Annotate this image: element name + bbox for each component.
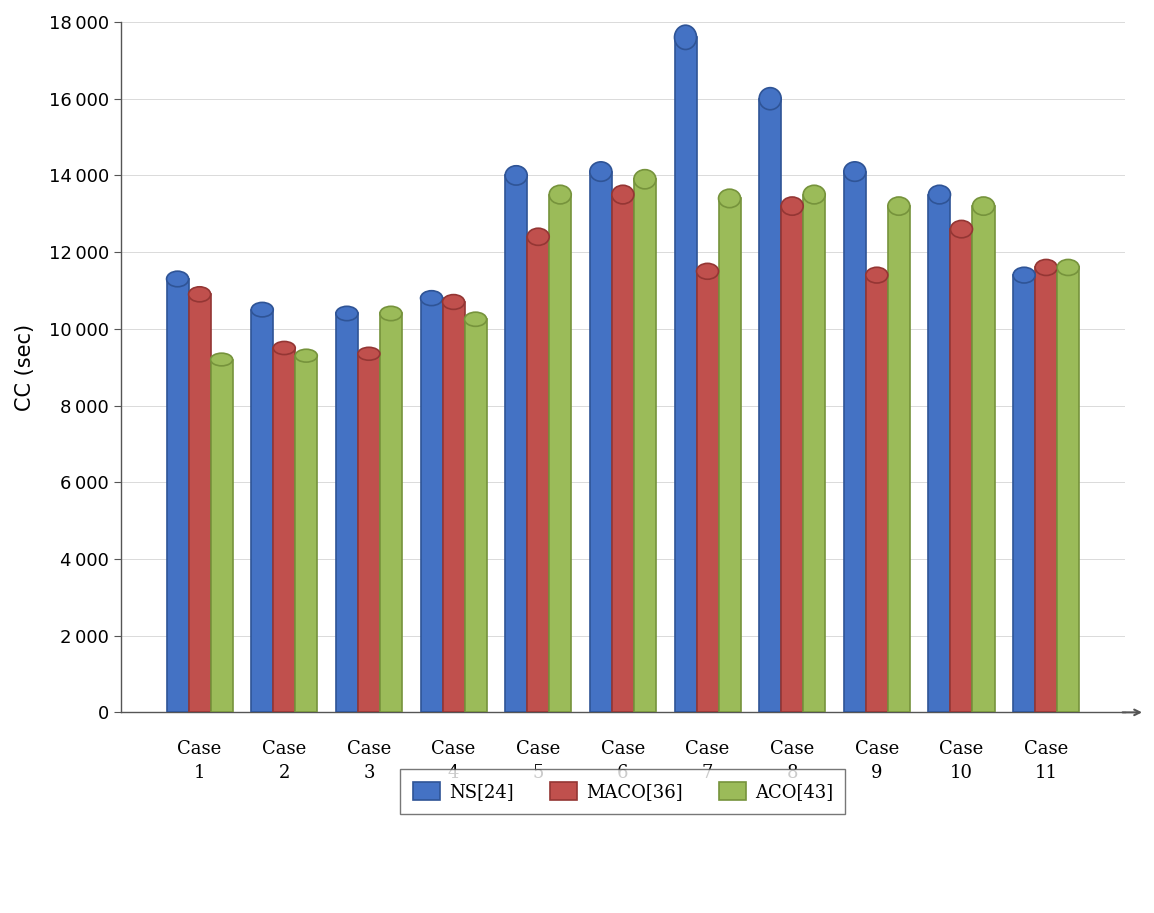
Bar xyxy=(634,179,655,712)
Ellipse shape xyxy=(1013,268,1035,283)
Text: 9: 9 xyxy=(871,764,883,782)
Bar xyxy=(759,99,781,712)
Ellipse shape xyxy=(166,271,188,287)
Bar xyxy=(295,356,317,712)
Ellipse shape xyxy=(1035,259,1057,276)
Text: Case: Case xyxy=(262,740,306,758)
Y-axis label: CC (sec): CC (sec) xyxy=(15,323,35,411)
Bar xyxy=(803,194,825,712)
Text: 8: 8 xyxy=(786,764,797,782)
Ellipse shape xyxy=(674,26,697,49)
Ellipse shape xyxy=(634,170,655,189)
Text: 11: 11 xyxy=(1035,764,1058,782)
Ellipse shape xyxy=(252,302,273,317)
Ellipse shape xyxy=(612,185,634,204)
Bar xyxy=(674,37,697,712)
Bar xyxy=(549,194,571,712)
Ellipse shape xyxy=(273,341,295,354)
Legend: NS[24], MACO[36], ACO[43]: NS[24], MACO[36], ACO[43] xyxy=(400,769,846,813)
Bar xyxy=(380,313,402,712)
Ellipse shape xyxy=(188,287,210,302)
Bar xyxy=(866,275,887,712)
Text: Case: Case xyxy=(178,740,222,758)
Ellipse shape xyxy=(697,263,719,279)
Ellipse shape xyxy=(442,295,465,310)
Text: 1: 1 xyxy=(194,764,205,782)
Ellipse shape xyxy=(973,197,995,215)
Text: Case: Case xyxy=(516,740,561,758)
Text: Case: Case xyxy=(939,740,983,758)
Bar xyxy=(465,320,487,712)
Bar xyxy=(719,198,741,712)
Ellipse shape xyxy=(951,220,973,237)
Bar xyxy=(336,313,358,712)
Ellipse shape xyxy=(380,307,402,320)
Text: Case: Case xyxy=(432,740,475,758)
Ellipse shape xyxy=(759,88,781,110)
Bar xyxy=(442,302,465,712)
Text: Case: Case xyxy=(770,740,815,758)
Ellipse shape xyxy=(295,350,317,362)
Text: Case: Case xyxy=(685,740,729,758)
Ellipse shape xyxy=(929,185,951,204)
Ellipse shape xyxy=(844,162,866,182)
Bar xyxy=(166,279,188,712)
Ellipse shape xyxy=(210,353,233,366)
Bar xyxy=(420,299,442,712)
Bar xyxy=(1035,268,1057,712)
Ellipse shape xyxy=(803,185,825,204)
Bar xyxy=(590,172,612,712)
Text: Case: Case xyxy=(1024,740,1069,758)
Bar xyxy=(188,294,210,712)
Bar xyxy=(1013,275,1035,712)
Ellipse shape xyxy=(527,228,549,246)
Text: 5: 5 xyxy=(532,764,544,782)
Text: 6: 6 xyxy=(617,764,629,782)
Text: Case: Case xyxy=(346,740,391,758)
Bar xyxy=(973,206,995,712)
Bar xyxy=(929,194,951,712)
Bar xyxy=(358,353,380,712)
Bar xyxy=(210,360,233,712)
Ellipse shape xyxy=(465,312,487,326)
Bar xyxy=(781,206,803,712)
Bar xyxy=(505,175,527,712)
Text: 3: 3 xyxy=(364,764,375,782)
Bar xyxy=(951,229,973,712)
Text: 10: 10 xyxy=(950,764,973,782)
Ellipse shape xyxy=(866,268,887,283)
Text: Case: Case xyxy=(601,740,645,758)
Ellipse shape xyxy=(1057,259,1079,276)
Bar xyxy=(612,194,634,712)
Text: 7: 7 xyxy=(702,764,713,782)
Bar xyxy=(273,348,295,712)
Ellipse shape xyxy=(420,290,442,306)
Bar xyxy=(844,172,866,712)
Ellipse shape xyxy=(590,162,612,182)
Ellipse shape xyxy=(549,185,571,204)
Bar xyxy=(697,271,719,712)
Text: 2: 2 xyxy=(278,764,290,782)
Bar xyxy=(1057,268,1079,712)
Ellipse shape xyxy=(781,197,803,215)
Bar xyxy=(252,310,273,712)
Bar xyxy=(527,236,549,712)
Ellipse shape xyxy=(336,307,358,320)
Ellipse shape xyxy=(887,197,909,215)
Ellipse shape xyxy=(505,166,527,185)
Text: Case: Case xyxy=(855,740,899,758)
Ellipse shape xyxy=(358,347,380,361)
Bar xyxy=(887,206,909,712)
Text: 4: 4 xyxy=(448,764,459,782)
Ellipse shape xyxy=(719,189,741,207)
